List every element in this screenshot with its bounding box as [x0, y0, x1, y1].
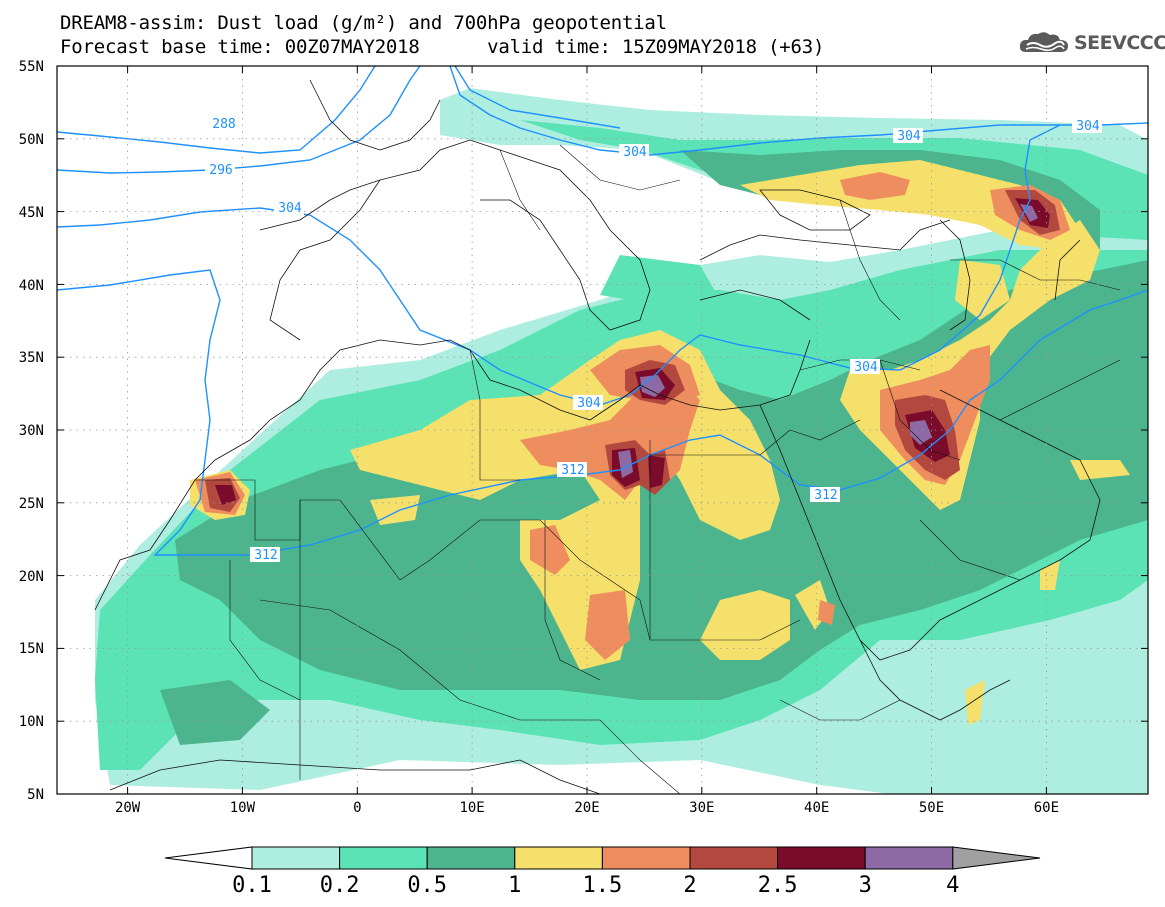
colorbar-label: 1 [508, 873, 521, 898]
colorbar-segment [864, 846, 954, 870]
contour-labels: 288 296 304 304 304 304 304 304 312 312 … [205, 116, 1102, 563]
lon-label: 20W [115, 800, 141, 816]
colorbar-label: 1.5 [583, 873, 623, 898]
lat-label: 50N [19, 132, 44, 148]
brand-logo: SEEVCCC [1018, 30, 1165, 56]
lat-label: 45N [19, 205, 44, 221]
geopotential-contours [57, 66, 1148, 556]
colorbar-label: 3 [859, 873, 872, 898]
coastlines [94, 79, 1101, 794]
colorbar-label: 0.2 [320, 873, 360, 898]
lat-lon-grid [57, 66, 1148, 794]
colorbar-over-arrow [952, 846, 1041, 870]
longitude-labels: 20W 10W 0 10E 20E 30E 40E 50E 60E [115, 800, 1059, 816]
lat-label: 15N [19, 641, 44, 657]
contour-label: 288 [212, 117, 235, 132]
colorbar-label: 4 [946, 873, 959, 898]
colorbar-segment [689, 846, 779, 870]
map-title: DREAM8-assim: Dust load (g/m²) and 700hP… [60, 12, 667, 34]
contour-label: 304 [897, 129, 921, 144]
axis-ticks [57, 66, 1148, 794]
brand-name: SEEVCCC [1074, 32, 1165, 54]
lon-label: 10E [459, 800, 484, 816]
colorbar [164, 846, 1041, 870]
lat-label: 5N [27, 787, 44, 803]
colorbar-label: 2 [683, 873, 696, 898]
colorbar-label: 0.5 [407, 873, 447, 898]
cloud-icon [1019, 32, 1068, 52]
colorbar-segment [251, 846, 341, 870]
lon-label: 50E [919, 800, 944, 816]
contour-label: 312 [814, 488, 837, 503]
contour-label: 312 [254, 548, 277, 563]
colorbar-under-arrow [164, 846, 253, 870]
colorbar-segment [601, 846, 691, 870]
forecast-base-time: Forecast base time: 00Z07MAY2018 [60, 36, 420, 58]
contour-label: 304 [623, 145, 647, 160]
lon-label: 20E [574, 800, 599, 816]
colorbar-label: 0.1 [232, 873, 272, 898]
lat-label: 20N [19, 569, 44, 585]
contour-label: 304 [1076, 119, 1100, 134]
colorbar-segment [339, 846, 428, 870]
valid-time: valid time: 15Z09MAY2018 (+63) [487, 36, 825, 58]
latitude-labels: 55N 50N 45N 40N 35N 30N 25N 20N 15N 10N … [19, 59, 44, 803]
contour-label: 296 [209, 163, 232, 178]
lon-label: 10W [230, 800, 256, 816]
lat-label: 35N [19, 350, 44, 366]
lon-label: 40E [804, 800, 829, 816]
dust-load-field: 288 296 304 304 304 304 304 304 312 312 … [57, 66, 1148, 794]
lat-label: 55N [19, 59, 44, 75]
colorbar-label: 2.5 [758, 873, 798, 898]
colorbar-segment [514, 846, 603, 870]
forecast-time-line: Forecast base time: 00Z07MAY2018 valid t… [60, 36, 824, 58]
contour-label: 304 [577, 396, 601, 411]
colorbar-segment [777, 846, 866, 870]
lon-label: 30E [689, 800, 714, 816]
lat-label: 25N [19, 496, 44, 512]
contour-label: 304 [854, 360, 878, 375]
lat-label: 40N [19, 278, 44, 294]
lon-label: 0 [353, 800, 361, 816]
lat-label: 30N [19, 423, 44, 439]
lon-label: 60E [1034, 800, 1059, 816]
colorbar-labels: 0.1 0.2 0.5 1 1.5 2 2.5 3 4 [232, 873, 959, 898]
contour-label: 304 [278, 201, 302, 216]
lat-label: 10N [19, 714, 44, 730]
country-borders [195, 144, 1121, 794]
colorbar-segment [426, 846, 516, 870]
contour-label: 312 [561, 463, 584, 478]
dust-level-3 [618, 204, 1038, 478]
